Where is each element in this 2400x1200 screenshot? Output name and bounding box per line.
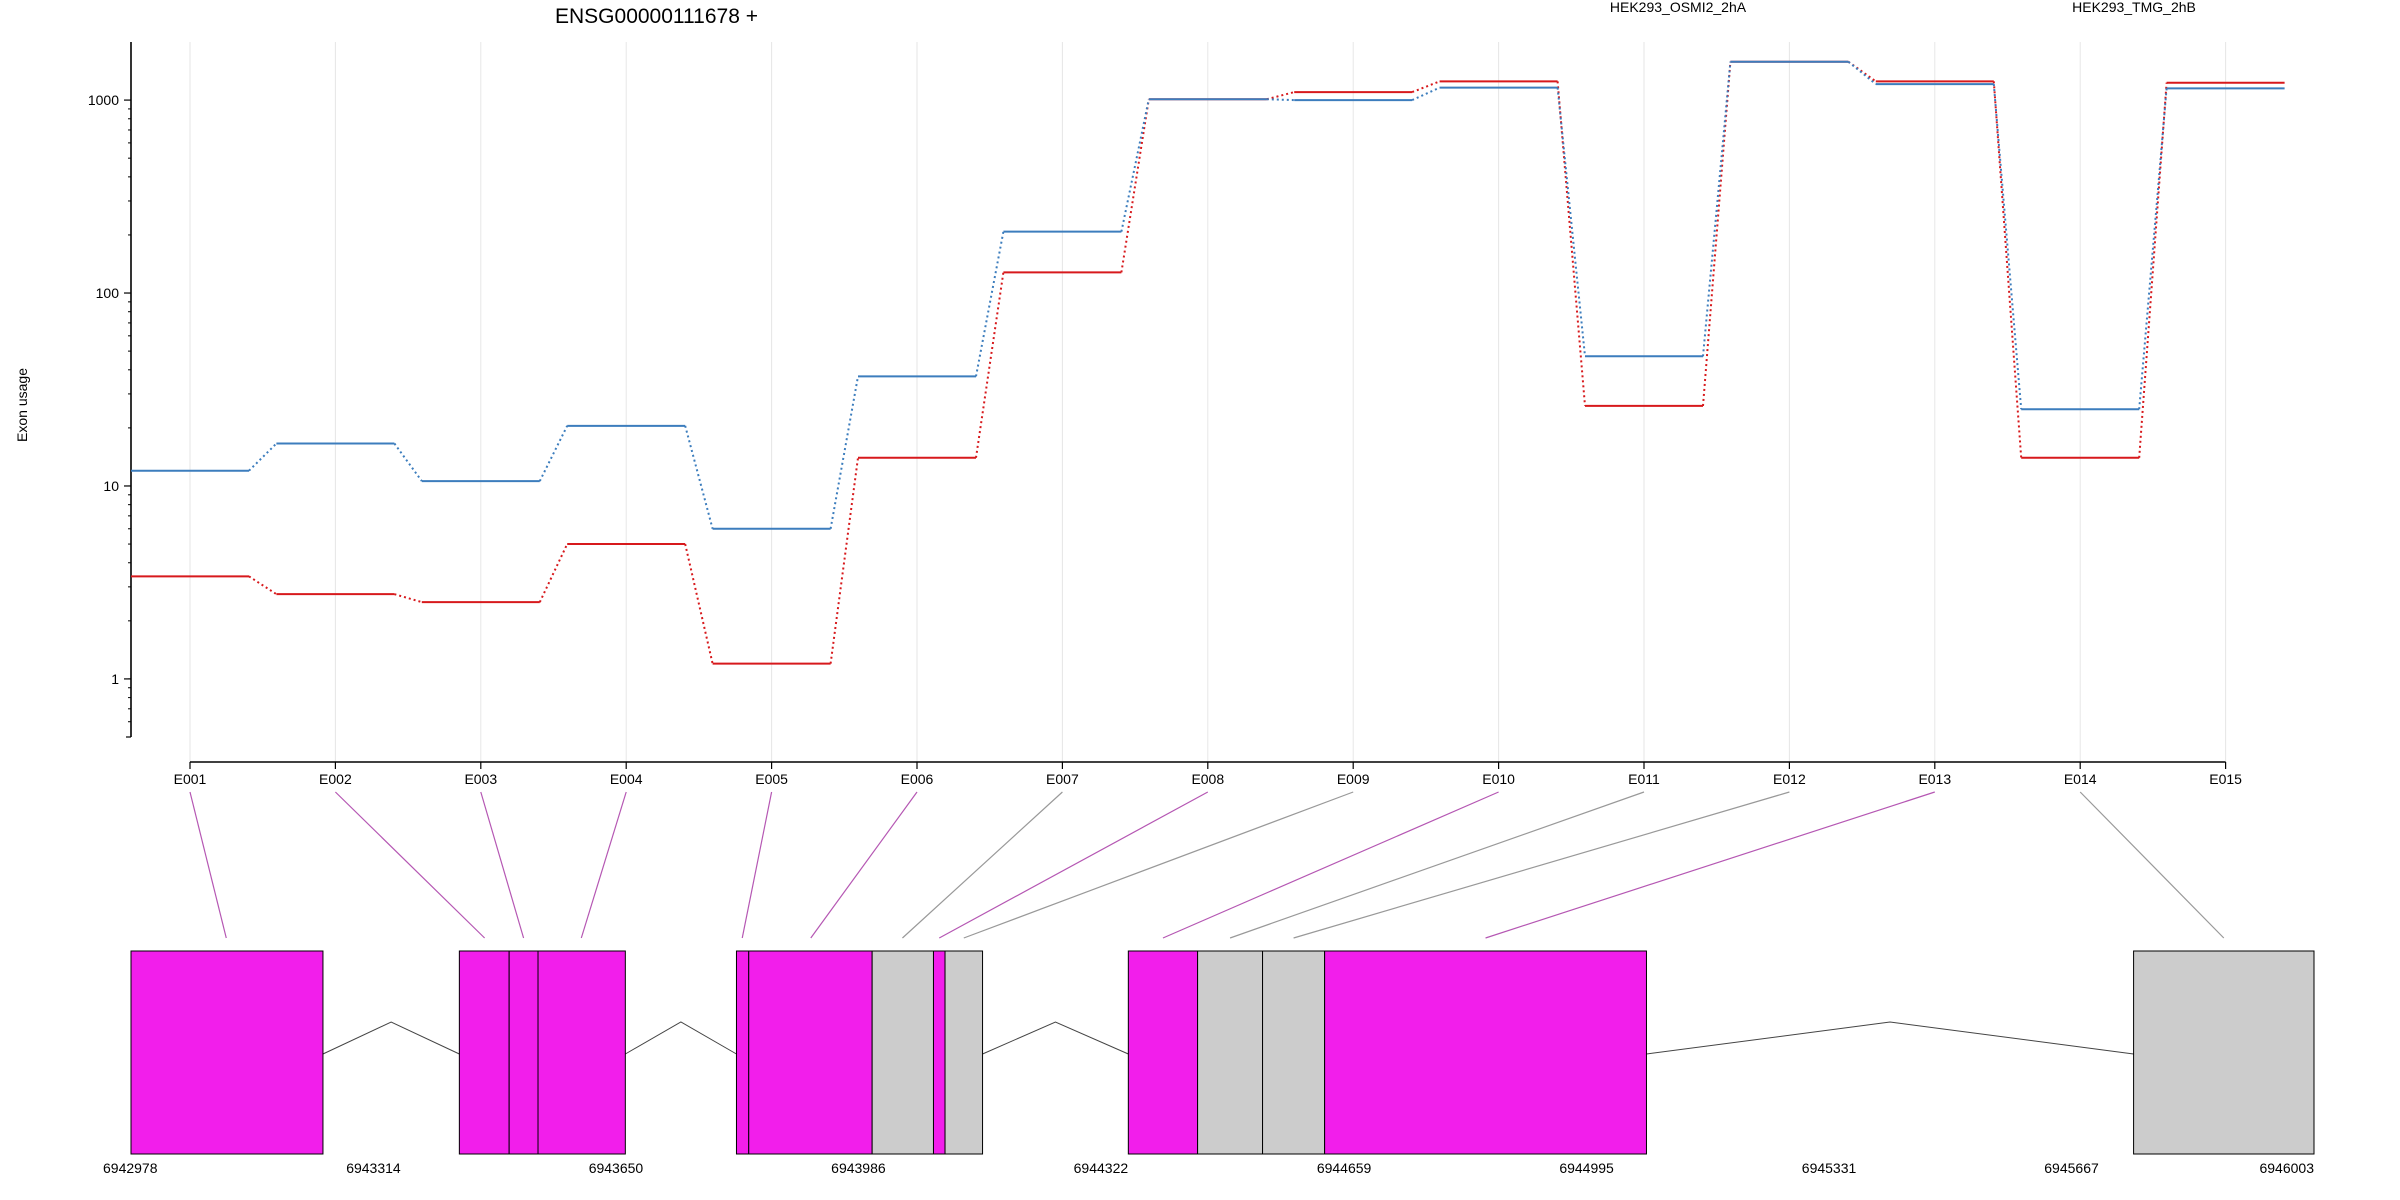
exon-block xyxy=(944,950,984,1155)
exon-link-E011 xyxy=(1229,791,1645,939)
x-tick-label-E013: E013 xyxy=(1918,771,1951,787)
exon-block xyxy=(508,950,539,1155)
series-1-connector xyxy=(248,575,277,595)
intron-connector xyxy=(1646,1021,2134,1055)
series-2-connector xyxy=(1992,84,2023,410)
series-1-connector xyxy=(1556,81,1586,406)
series-2-connector xyxy=(829,376,859,529)
series-2-connector xyxy=(393,442,423,482)
x-tick-label-E002: E002 xyxy=(319,771,352,787)
exon-block xyxy=(1197,950,1264,1155)
series-1-connector xyxy=(1266,91,1295,101)
series-1-connector xyxy=(1992,81,2023,458)
exon-block xyxy=(2133,950,2315,1155)
legend-label-series-2: HEK293_TMG_2hB xyxy=(2072,0,2196,15)
exon-link-E005 xyxy=(741,791,773,939)
genomic-coordinate-label: 6942978 xyxy=(103,1160,158,1176)
exon-link-E013 xyxy=(1485,791,1935,939)
exon-link-E001 xyxy=(189,791,227,939)
exon-link-E010 xyxy=(1162,791,1499,939)
genomic-coordinate-label: 6945667 xyxy=(2044,1160,2099,1176)
series-1-connector xyxy=(1702,61,1732,406)
exon-link-E002 xyxy=(334,791,486,939)
grid-lines xyxy=(189,42,2227,762)
series-1-connector xyxy=(1120,99,1150,273)
y-tick-label: 100 xyxy=(96,285,120,301)
exon-block xyxy=(1324,950,1647,1155)
exon-block xyxy=(748,950,873,1155)
series-1-connector xyxy=(829,457,859,664)
x-tick-label-E005: E005 xyxy=(755,771,788,787)
series-2 xyxy=(131,60,2285,530)
y-tick-label: 1 xyxy=(111,671,119,687)
exon-link-E012 xyxy=(1293,791,1790,939)
series-lines xyxy=(131,60,2285,665)
exon-block xyxy=(130,950,324,1155)
exon-block xyxy=(871,950,934,1155)
series-2-connector xyxy=(248,442,278,472)
exon-link-E007 xyxy=(902,791,1063,939)
series-2-connector xyxy=(1702,61,1732,357)
x-tick-label-E015: E015 xyxy=(2209,771,2242,787)
legend-label-series-1: HEK293_OSMI2_2hA xyxy=(1610,0,1747,15)
series-1-connector xyxy=(684,543,714,664)
genomic-coordinate-label: 6943314 xyxy=(346,1160,401,1176)
x-tick-label-E011: E011 xyxy=(1628,771,1660,787)
x-tick-label-E012: E012 xyxy=(1773,771,1806,787)
exon-link-E006 xyxy=(810,791,918,939)
series-2-connector xyxy=(1120,99,1150,232)
series-1-connector xyxy=(538,543,569,603)
exon-block xyxy=(458,950,510,1155)
x-tick-label-E014: E014 xyxy=(2064,771,2097,787)
series-1-connector xyxy=(394,593,423,604)
series-2-connector xyxy=(1411,86,1441,101)
intron-connector xyxy=(982,1021,1129,1055)
axes: 1 10 100 1000 E001 E002 E003 E004 E005 E006 E007 E0… xyxy=(88,42,2242,787)
exon-block xyxy=(537,950,626,1155)
series-2-connector xyxy=(1847,60,1877,85)
series-2-connector xyxy=(1556,87,1586,357)
series-2-connector xyxy=(538,425,569,482)
exon-link-E008 xyxy=(938,791,1209,939)
series-2-connector xyxy=(1266,98,1295,102)
intron-connector xyxy=(322,1021,460,1055)
exon-link-E003 xyxy=(480,791,525,939)
exon-block xyxy=(932,950,946,1155)
x-tick-label-E008: E008 xyxy=(1191,771,1224,787)
exon-block xyxy=(735,950,750,1155)
series-2-connector xyxy=(2138,88,2168,410)
x-tick-label-E007: E007 xyxy=(1046,771,1079,787)
exon-link-E014 xyxy=(2079,791,2225,939)
x-tick-label-E010: E010 xyxy=(1482,771,1515,787)
genomic-coordinate-label: 6945331 xyxy=(1802,1160,1857,1176)
series-1-connector xyxy=(975,272,1005,458)
y-axis-label: Exon usage xyxy=(14,368,30,442)
genomic-coordinate-label: 6944659 xyxy=(1317,1160,1372,1176)
intron-connector xyxy=(625,1021,737,1055)
exon-block xyxy=(1262,950,1326,1155)
genomic-coordinate-label: 6943650 xyxy=(589,1160,644,1176)
x-tick-label-E004: E004 xyxy=(610,771,643,787)
y-tick-label: 1000 xyxy=(88,92,119,108)
exon-block xyxy=(1127,950,1199,1155)
exon-link-E004 xyxy=(580,791,627,939)
exon-link-lines xyxy=(189,791,2225,939)
x-tick-label-E009: E009 xyxy=(1337,771,1370,787)
exon-link-E009 xyxy=(963,791,1354,939)
x-tick-label-E003: E003 xyxy=(464,771,497,787)
y-tick-label: 10 xyxy=(103,478,119,494)
series-2-connector xyxy=(684,425,714,530)
gene-model: 6942978 6943314 6943650 6943986 6944322 69446… xyxy=(103,950,2315,1176)
genomic-coordinate-label: 6943986 xyxy=(831,1160,886,1176)
x-tick-label-E001: E001 xyxy=(174,771,207,787)
genomic-coordinate-label: 6944322 xyxy=(1074,1160,1129,1176)
genomic-coordinate-label: 6944995 xyxy=(1559,1160,1614,1176)
chart-title: ENSG00000111678 + xyxy=(555,5,758,28)
genomic-coordinate-label: 6946003 xyxy=(2259,1160,2314,1176)
x-tick-label-E006: E006 xyxy=(901,771,934,787)
